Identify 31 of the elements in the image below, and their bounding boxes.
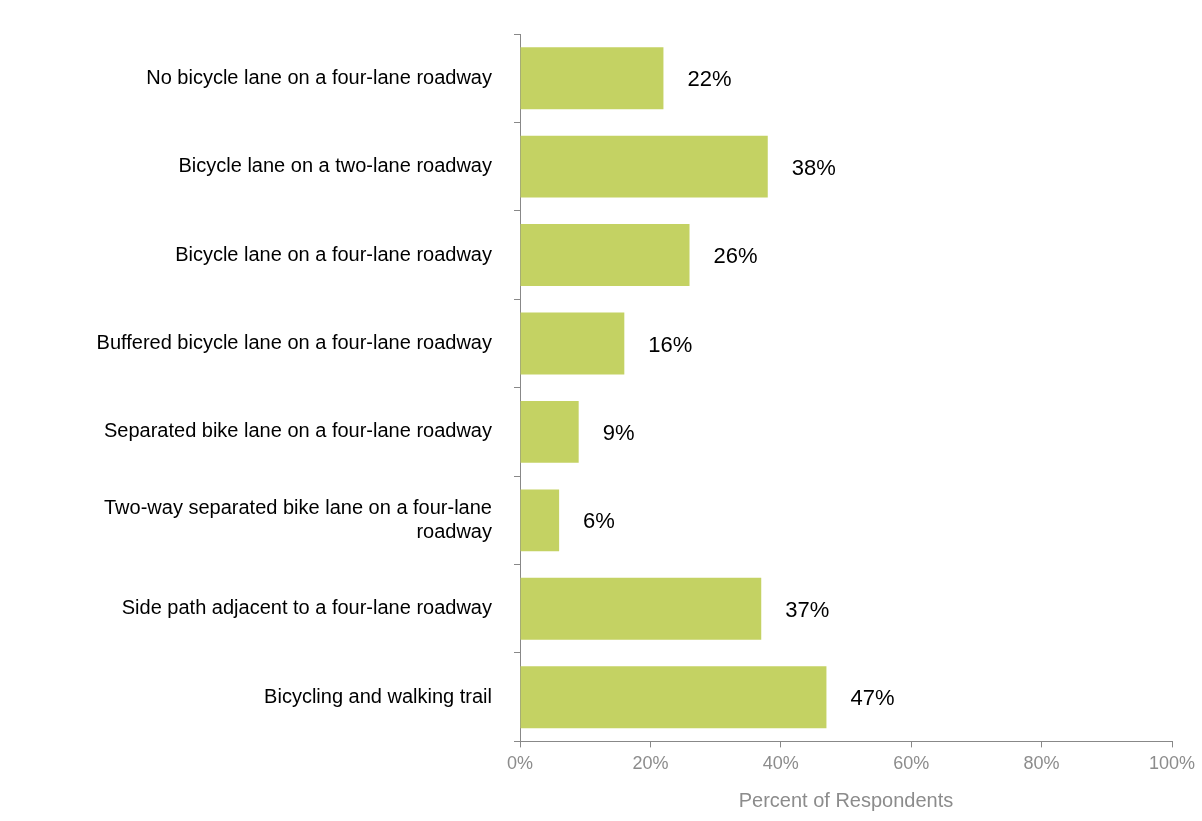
data-label: 26% (713, 243, 758, 269)
data-label: 16% (648, 331, 693, 357)
data-label: 47% (850, 685, 895, 711)
bar (520, 47, 664, 110)
bar (520, 312, 625, 375)
bar (520, 666, 827, 729)
data-label: 9% (602, 419, 635, 445)
x-tick-label: 0% (506, 753, 534, 774)
bar (520, 400, 579, 463)
x-axis-title: Percent of Respondents (738, 788, 954, 811)
data-label: 22% (687, 66, 732, 92)
data-label: 37% (785, 596, 830, 622)
data-label: 6% (583, 508, 615, 534)
x-tick-label: 100% (1148, 753, 1196, 774)
x-tick-label: 20% (632, 753, 669, 774)
x-tick-label: 60% (893, 753, 930, 774)
y-tick-label: Bicycle lane on a four-lane roadway (175, 242, 492, 265)
y-tick-label: Buffered bicycle lane on a four-lane roadway (96, 331, 492, 353)
y-tick-label: Two-way separated bike lane on a four-lane roadway (103, 495, 492, 542)
bar (520, 224, 690, 287)
data-label: 38% (791, 154, 836, 180)
x-tick-label: 40% (762, 753, 799, 774)
bar (520, 577, 762, 640)
y-tick-label: No bicycle lane on a four-lane roadway (146, 65, 492, 88)
y-tick-label: Separated bike lane on a four-lane roadway (103, 419, 492, 442)
x-tick-label: 80% (1023, 753, 1060, 774)
y-tick-label: Bicycling and walking trail (264, 684, 492, 707)
bar (520, 489, 560, 552)
y-tick-label: Bicycle lane on a two-lane roadway (178, 154, 492, 177)
bar (520, 135, 768, 198)
y-tick-label: Side path adjacent to a four-lane roadway (121, 596, 492, 619)
